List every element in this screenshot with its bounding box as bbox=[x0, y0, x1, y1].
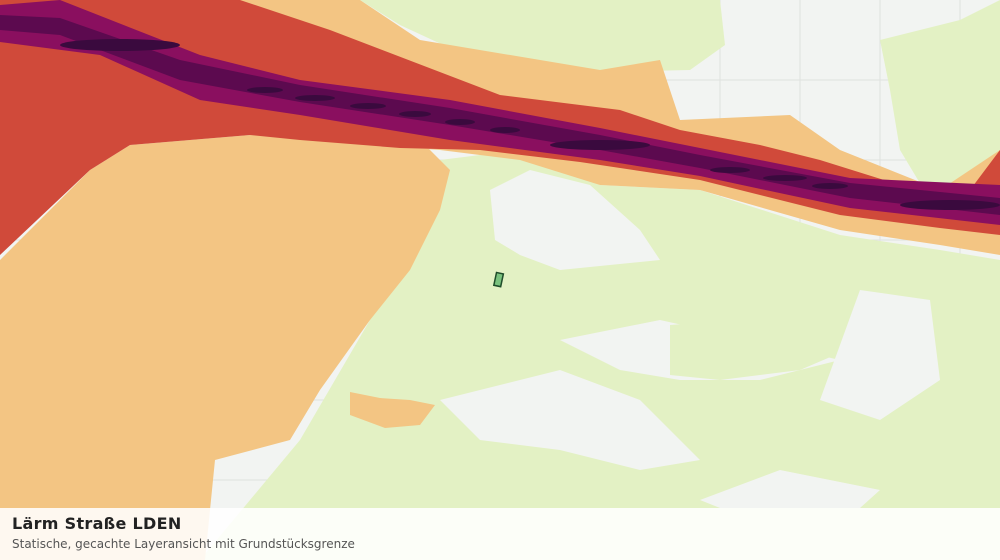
parcel-boundary bbox=[492, 271, 505, 288]
noise-peak bbox=[60, 39, 1000, 210]
info-panel: Lärm Straße LDEN Statische, gecachte Lay… bbox=[0, 508, 1000, 560]
panel-subtitle: Statische, gecachte Layeransicht mit Gru… bbox=[12, 537, 355, 551]
noise-low bbox=[670, 320, 835, 380]
noise-extreme bbox=[0, 15, 1000, 215]
panel-title: Lärm Straße LDEN bbox=[12, 514, 182, 533]
